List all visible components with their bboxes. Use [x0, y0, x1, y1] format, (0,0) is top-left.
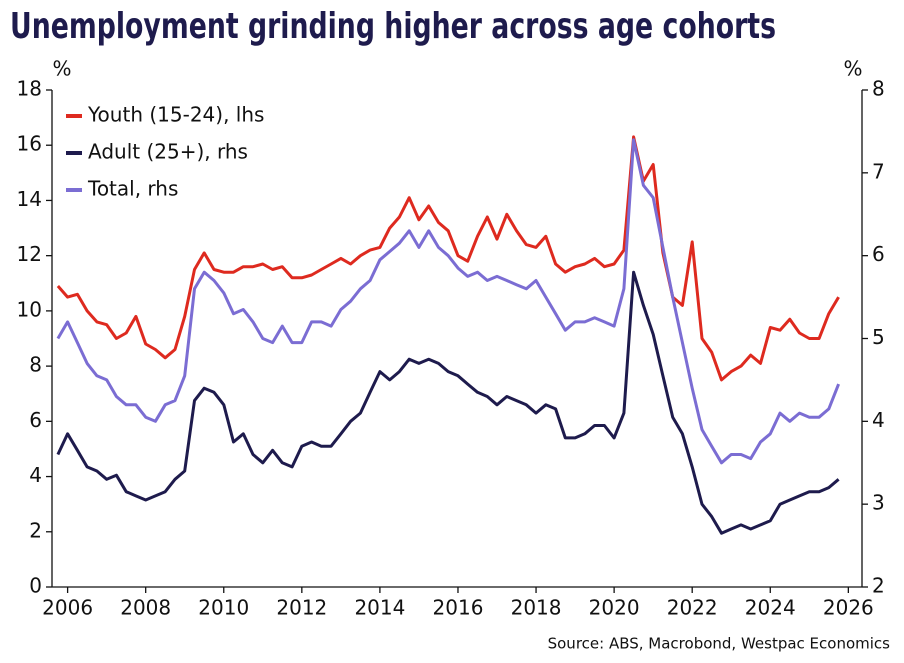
y2-axis-label: % — [843, 57, 862, 81]
y2-tick-label: 6 — [872, 242, 885, 266]
series-line — [56, 270, 840, 535]
y2-tick-label: 7 — [872, 159, 885, 183]
x-tick-label: 2008 — [120, 596, 171, 620]
legend-label: Youth (15-24), lhs — [87, 103, 264, 127]
chart-title: Unemployment grinding higher across age … — [10, 6, 776, 47]
y-tick-label: 16 — [17, 132, 42, 156]
y-tick-label: 18 — [17, 77, 42, 101]
x-tick-label: 2014 — [354, 596, 405, 620]
y-tick-label: 4 — [29, 463, 42, 487]
series-line — [56, 135, 840, 382]
x-tick-label: 2016 — [433, 596, 484, 620]
y2-tick-label: 5 — [872, 325, 885, 349]
y-tick-label: 14 — [17, 187, 42, 211]
x-tick-label: 2018 — [511, 596, 562, 620]
y2-tick-label: 2 — [872, 574, 885, 598]
x-tick-label: 2006 — [42, 596, 93, 620]
y-axis-label: % — [52, 57, 71, 81]
y2-tick-label: 3 — [872, 491, 885, 515]
x-tick-label: 2024 — [745, 596, 796, 620]
y2-tick-label: 8 — [872, 77, 885, 101]
source-note: Source: ABS, Macrobond, Westpac Economic… — [548, 635, 891, 653]
x-tick-label: 2026 — [823, 596, 874, 620]
y2-tick-label: 4 — [872, 408, 885, 432]
legend-label: Adult (25+), rhs — [88, 140, 248, 164]
x-tick-label: 2010 — [198, 596, 249, 620]
y-tick-label: 10 — [17, 297, 42, 321]
y-tick-label: 0 — [29, 574, 42, 598]
x-tick-label: 2012 — [276, 596, 327, 620]
x-tick-label: 2022 — [667, 596, 718, 620]
x-tick-label: 2020 — [589, 596, 640, 620]
y-tick-label: 8 — [29, 353, 42, 377]
y-tick-label: 6 — [29, 408, 42, 432]
y-tick-label: 12 — [17, 242, 42, 266]
series-line — [56, 138, 840, 465]
legend-label: Total, rhs — [87, 177, 178, 201]
y-tick-label: 2 — [29, 518, 42, 542]
